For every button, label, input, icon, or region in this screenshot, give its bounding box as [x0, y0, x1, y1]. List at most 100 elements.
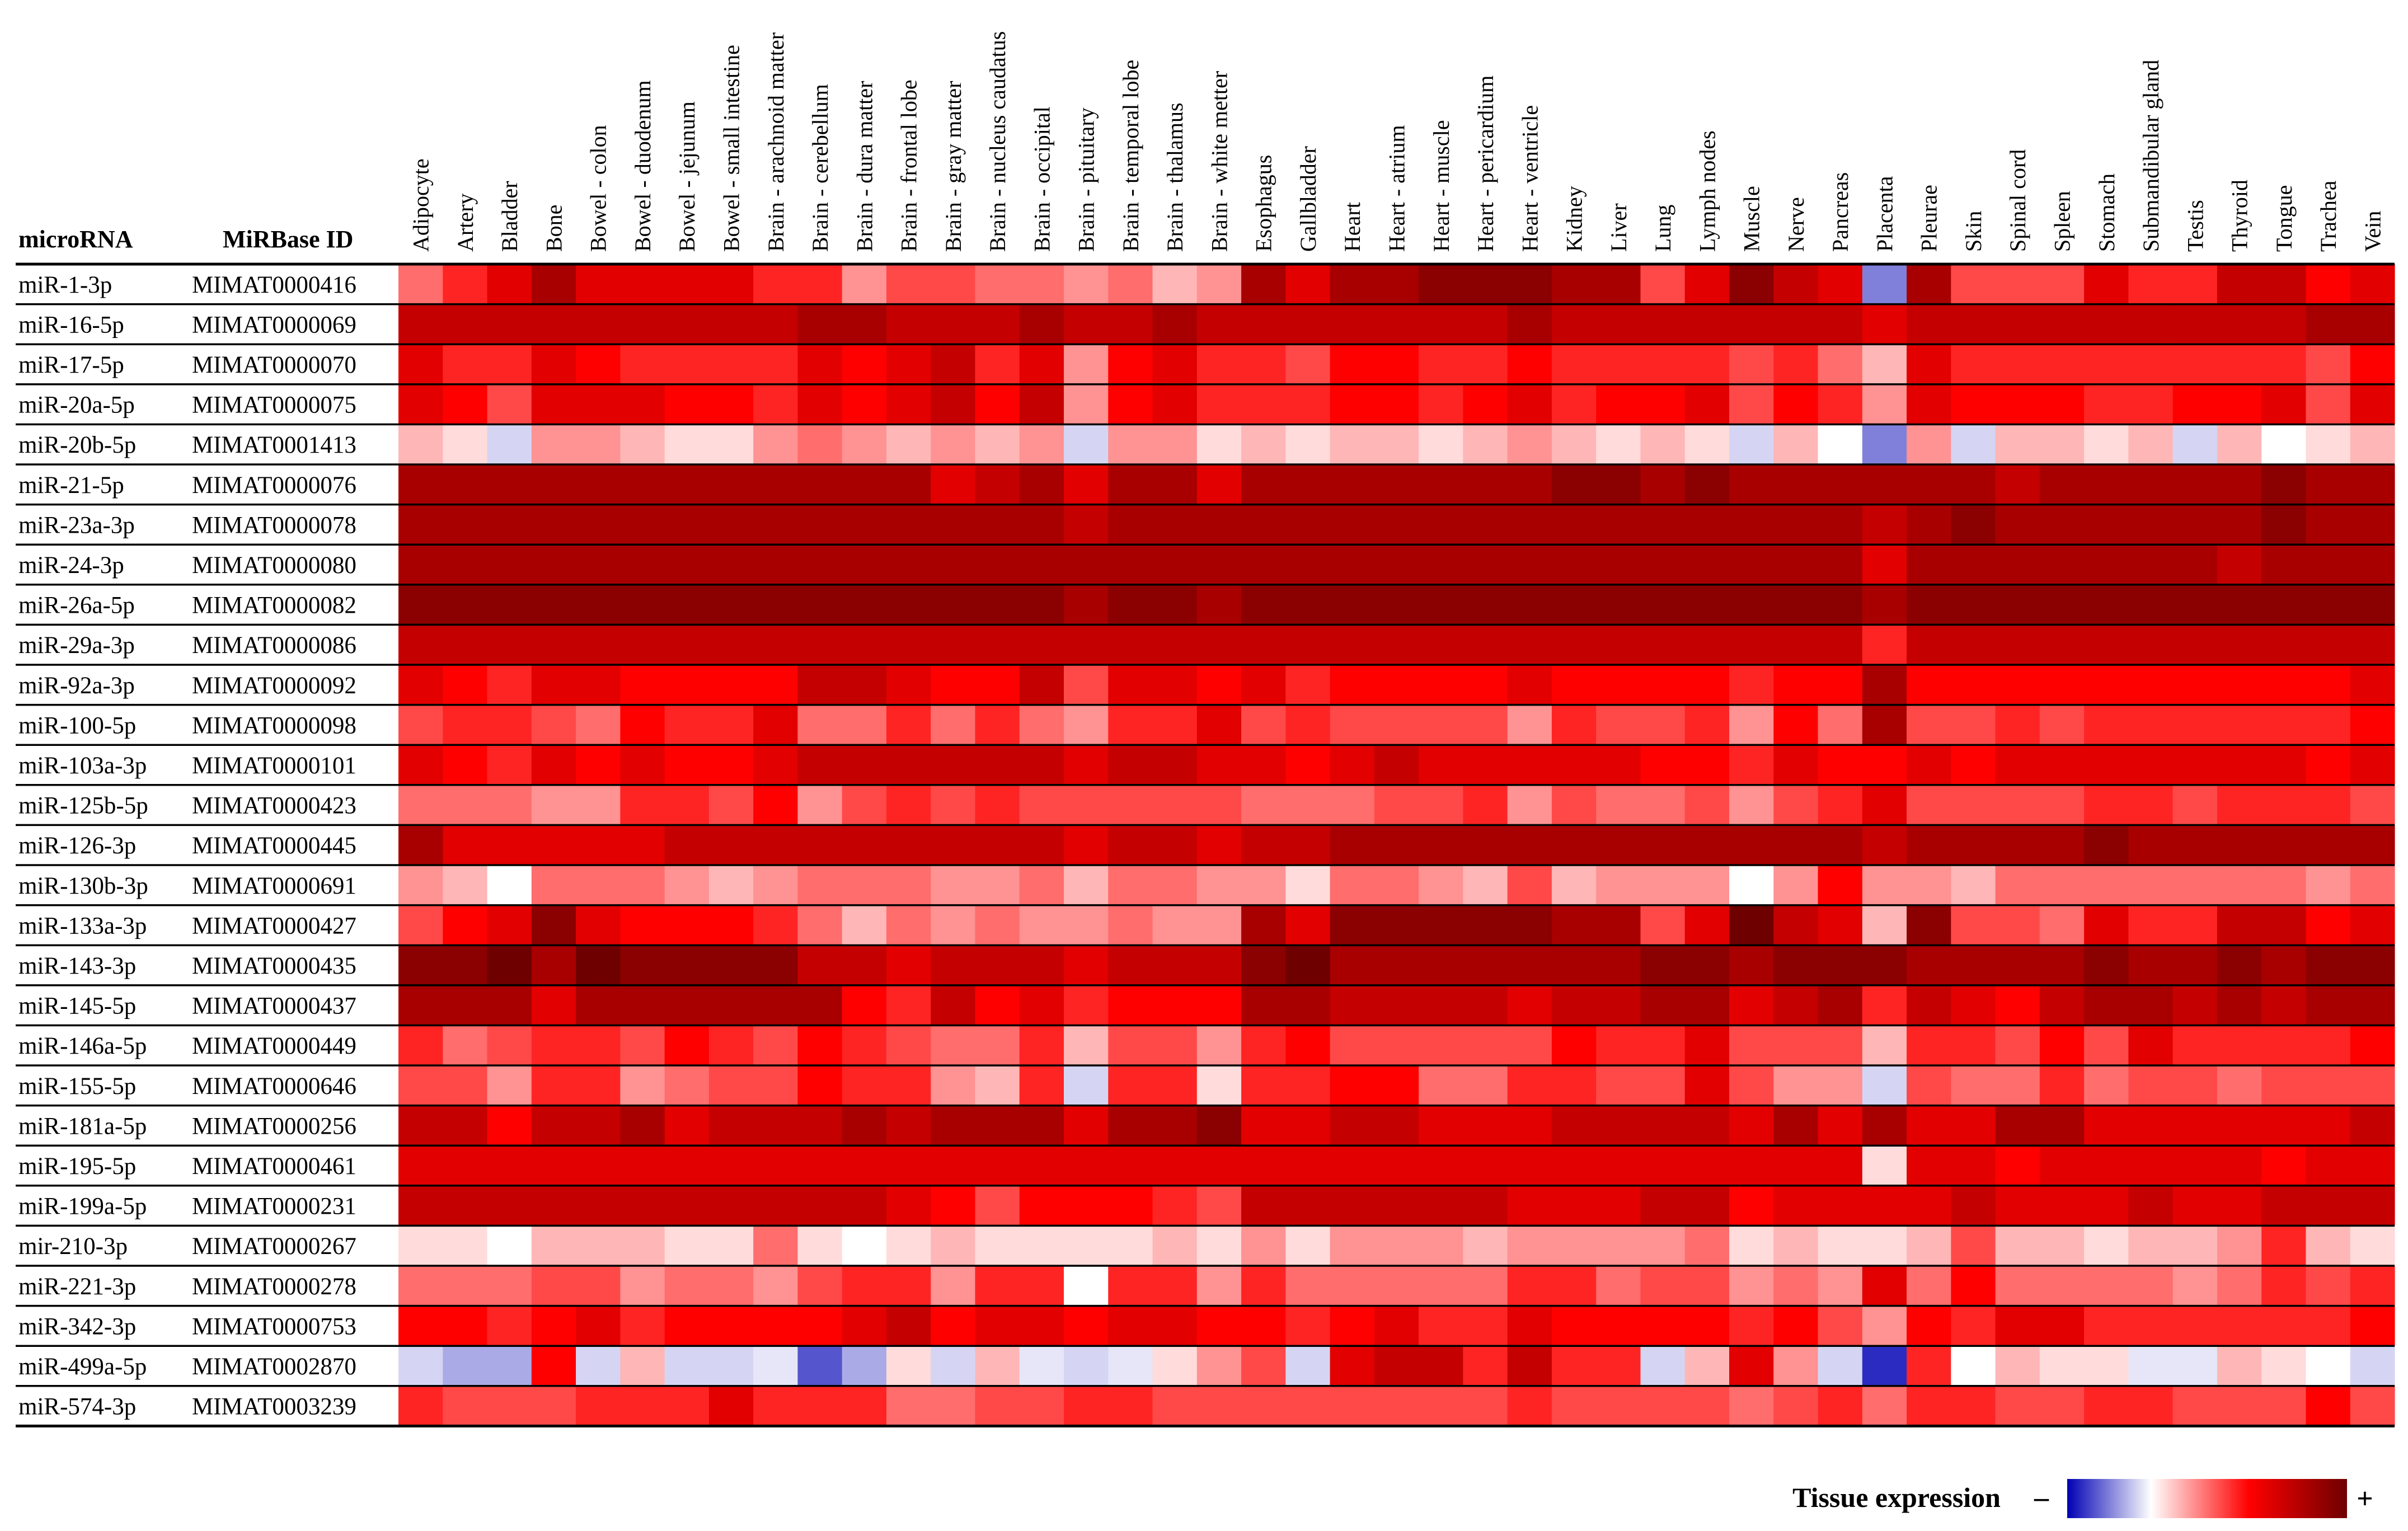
heatmap-cell: [1684, 1225, 1730, 1266]
heatmap-cell: [664, 1266, 710, 1307]
heatmap-cell: [2261, 905, 2307, 946]
heatmap-cell: [886, 264, 931, 305]
heatmap-cell: [1285, 825, 1331, 866]
mirna-label: mir-210-3p: [18, 1233, 128, 1260]
heatmap-cell: [1330, 1025, 1375, 1066]
heatmap-cell: [576, 1305, 621, 1346]
heatmap-cell: [531, 1105, 576, 1146]
heatmap-cell: [1152, 945, 1198, 986]
heatmap-cell: [1951, 584, 1996, 625]
heatmap-cell: [1640, 1386, 1686, 1426]
heatmap-cell: [398, 1386, 443, 1426]
heatmap-cell: [2128, 504, 2174, 545]
heatmap-cell: [1995, 1065, 2040, 1106]
heatmap-cell: [1596, 1065, 1641, 1106]
heatmap-cell: [1907, 304, 1951, 345]
heatmap-cell: [1951, 1145, 1996, 1186]
heatmap-cell: [2128, 304, 2174, 345]
mirna-label: miR-21-5p: [18, 472, 124, 499]
heatmap-cell: [1196, 1105, 1242, 1146]
heatmap-cell: [443, 1145, 488, 1186]
heatmap-cell: [2039, 464, 2085, 505]
heatmap-cell: [1995, 1266, 2040, 1307]
header-mirbase-id: MiRBase ID: [223, 226, 353, 253]
heatmap-cell: [1330, 464, 1375, 505]
heatmap-cell: [797, 544, 843, 585]
heatmap-cell: [2128, 905, 2174, 946]
heatmap-cell: [1463, 344, 1508, 385]
heatmap-cell: [531, 985, 576, 1026]
heatmap-cell: [1152, 825, 1198, 866]
heatmap-cell: [2350, 1065, 2395, 1106]
heatmap-cell: [842, 665, 887, 706]
heatmap-cell: [797, 785, 843, 825]
heatmap-cell: [531, 1266, 576, 1307]
heatmap-cell: [531, 504, 576, 545]
heatmap-cell: [1419, 464, 1463, 505]
heatmap-cell: [842, 1105, 887, 1146]
heatmap-cell: [1729, 945, 1774, 986]
heatmap-cell: [1551, 665, 1597, 706]
heatmap-cell: [1064, 1346, 1109, 1387]
heatmap-cell: [443, 1386, 488, 1426]
mirbase-id-label: MIMAT0000753: [192, 1313, 356, 1340]
heatmap-cell: [1285, 785, 1331, 825]
heatmap-cell: [1463, 985, 1508, 1026]
heatmap-cell: [443, 865, 488, 906]
heatmap-cell: [1019, 504, 1064, 545]
heatmap-cell: [2084, 1386, 2129, 1426]
heatmap-cell: [1951, 464, 1996, 505]
heatmap-cell: [2084, 745, 2129, 786]
heatmap-cell: [1419, 1145, 1463, 1186]
heatmap-cell: [398, 785, 443, 825]
heatmap-cell: [1640, 985, 1686, 1026]
heatmap-cell: [2306, 504, 2351, 545]
heatmap-cell: [664, 825, 710, 866]
heatmap-cell: [531, 785, 576, 825]
heatmap-cell: [1152, 1346, 1198, 1387]
heatmap-cell: [487, 865, 532, 906]
heatmap-cell: [1152, 1266, 1198, 1307]
heatmap-cell: [531, 705, 576, 745]
heatmap-cell: [1330, 1225, 1375, 1266]
heatmap-cell: [398, 384, 443, 425]
heatmap-cell: [1596, 384, 1641, 425]
heatmap-cell: [664, 264, 710, 305]
heatmap-cell: [931, 544, 976, 585]
heatmap-cell: [2084, 1185, 2129, 1226]
heatmap-cell: [886, 424, 931, 465]
heatmap-cell: [2084, 1065, 2129, 1106]
mirbase-id-label: MIMAT0000078: [192, 512, 356, 538]
heatmap-cell: [1907, 865, 1951, 906]
heatmap-cell: [1995, 504, 2040, 545]
heatmap-cell: [1463, 785, 1508, 825]
heatmap-cell: [975, 985, 1020, 1026]
heatmap-cell: [1285, 264, 1331, 305]
heatmap-cell: [2350, 865, 2395, 906]
heatmap-cell: [1330, 825, 1375, 866]
heatmap-cell: [2172, 785, 2218, 825]
heatmap-cell: [2306, 624, 2351, 665]
heatmap-cell: [2084, 624, 2129, 665]
heatmap-cell: [1684, 384, 1730, 425]
heatmap-cell: [1862, 584, 1907, 625]
mirbase-id-label: MIMAT0000070: [192, 352, 356, 378]
heatmap-cell: [2350, 1025, 2395, 1066]
heatmap-cell: [1419, 1065, 1463, 1106]
heatmap-cell: [797, 1185, 843, 1226]
heatmap-cell: [1862, 624, 1907, 665]
heatmap-cell: [2039, 785, 2085, 825]
heatmap-cell: [708, 1305, 754, 1346]
heatmap-cell: [2261, 785, 2307, 825]
heatmap-cell: [1241, 344, 1286, 385]
heatmap-cell: [1419, 1105, 1463, 1146]
heatmap-cell: [1951, 745, 1996, 786]
heatmap-cell: [2306, 384, 2351, 425]
heatmap-cell: [443, 264, 488, 305]
heatmap-cell: [576, 344, 621, 385]
heatmap-cell: [1419, 424, 1463, 465]
heatmap-cell: [1374, 985, 1419, 1026]
heatmap-cell: [1773, 945, 1819, 986]
heatmap-cell: [1951, 264, 1996, 305]
heatmap-cell: [975, 464, 1020, 505]
